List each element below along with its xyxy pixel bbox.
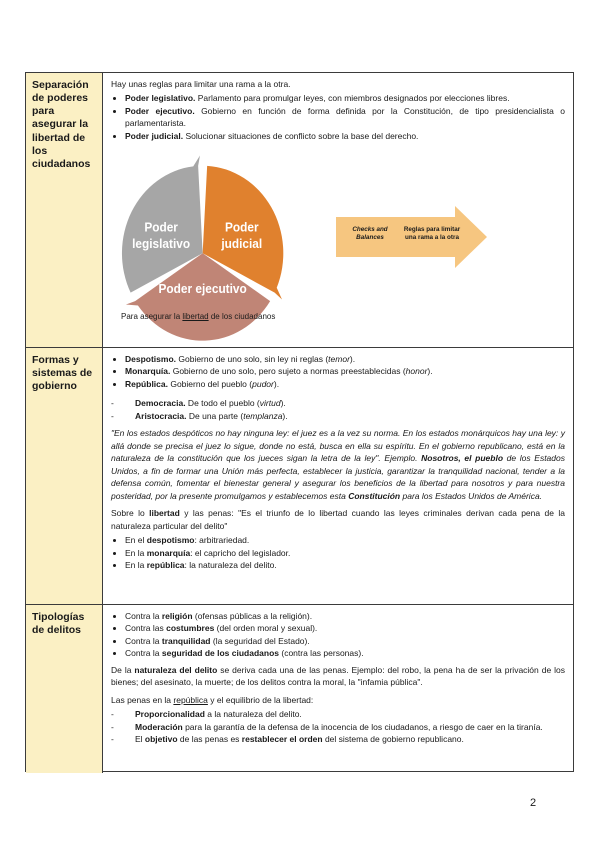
svg-text:Poder: Poder	[225, 220, 259, 235]
svg-text:legislativo: legislativo	[132, 237, 190, 252]
svg-text:judicial: judicial	[220, 237, 262, 252]
svg-text:Poder: Poder	[144, 220, 178, 235]
svg-text:Poder ejecutivo: Poder ejecutivo	[159, 282, 248, 297]
